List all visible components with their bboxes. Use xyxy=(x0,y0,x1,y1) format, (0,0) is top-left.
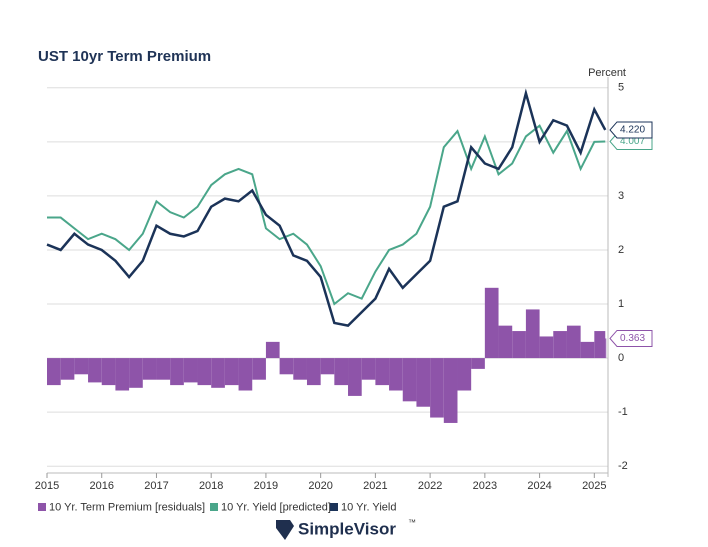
brand-name: SimpleVisor xyxy=(298,519,396,538)
residual-bar xyxy=(402,358,417,402)
residual-bar xyxy=(115,358,130,391)
x-tick-label: 2025 xyxy=(582,480,606,492)
residual-bar xyxy=(265,341,280,359)
residual-bar xyxy=(238,358,253,391)
residual-bar xyxy=(47,358,61,386)
legend-label: 10 Yr. Term Premium [residuals] xyxy=(49,501,205,513)
end-label: 4.220 xyxy=(620,125,645,136)
residual-bar xyxy=(183,358,198,383)
residual-bar xyxy=(101,358,116,386)
x-tick-label: 2023 xyxy=(473,480,497,492)
series-line xyxy=(46,88,607,328)
brand-icon xyxy=(276,520,294,540)
y-tick-label: 1 xyxy=(618,298,624,310)
residual-bar xyxy=(320,358,335,375)
y-tick-label: -1 xyxy=(618,406,628,418)
series xyxy=(46,88,607,328)
residual-bar xyxy=(74,358,89,375)
residual-bar xyxy=(471,358,485,369)
residual-bar xyxy=(498,325,513,359)
residual-bar xyxy=(443,358,458,423)
residual-bar xyxy=(348,358,362,396)
y-tick-label: 5 xyxy=(618,82,624,94)
residual-bar xyxy=(430,358,444,418)
residual-bar xyxy=(224,358,239,386)
legend-label: 10 Yr. Yield xyxy=(341,501,396,513)
residual-bar xyxy=(252,358,266,380)
y-tick-label: 0 xyxy=(618,352,624,364)
chart-title: UST 10yr Term Premium xyxy=(38,48,211,65)
residual-bar xyxy=(566,325,581,359)
legend-swatch xyxy=(330,503,338,511)
residual-bar xyxy=(88,358,102,383)
residual-bar xyxy=(156,358,171,380)
residual-bar xyxy=(293,358,307,380)
x-tick-label: 2019 xyxy=(254,480,278,492)
residual-bar xyxy=(361,358,376,380)
residual-bar xyxy=(279,358,294,375)
residual-bar xyxy=(375,358,390,386)
x-tick-label: 2021 xyxy=(363,480,387,492)
residual-bar xyxy=(580,341,595,359)
series xyxy=(47,287,607,423)
residual-bar xyxy=(334,358,349,386)
y-tick-label: 3 xyxy=(618,190,624,202)
y-axis-label: Percent xyxy=(588,67,626,79)
x-tick-label: 2016 xyxy=(89,480,113,492)
residual-bar xyxy=(525,309,540,359)
legend-label: 10 Yr. Yield [predicted] xyxy=(221,501,331,513)
brand-logo: SimpleVisor ™ xyxy=(276,518,416,540)
end-label: 0.363 xyxy=(620,333,645,344)
residual-bar xyxy=(484,287,499,359)
legend-swatch xyxy=(38,503,46,511)
residual-bar xyxy=(197,358,212,386)
residual-bar xyxy=(594,331,606,359)
series xyxy=(47,124,606,306)
residual-bar xyxy=(512,331,526,359)
x-tick-label: 2018 xyxy=(199,480,223,492)
residual-bar xyxy=(142,358,157,380)
x-tick-label: 2015 xyxy=(35,480,59,492)
x-tick-label: 2020 xyxy=(308,480,332,492)
residual-bar xyxy=(457,358,472,391)
residual-bar xyxy=(170,358,184,386)
end-label-box xyxy=(609,121,653,139)
x-tick-label: 2024 xyxy=(527,480,551,492)
end-label: 4.007 xyxy=(620,136,645,147)
residual-bar xyxy=(306,358,321,386)
residual-bar xyxy=(553,331,567,359)
series-line xyxy=(47,124,606,306)
residual-bar xyxy=(416,358,431,407)
residual-bar xyxy=(605,338,607,359)
brand-mark: ™ xyxy=(408,518,416,527)
end-label-box xyxy=(609,329,653,347)
residual-bar xyxy=(60,358,75,380)
y-tick-label: -2 xyxy=(618,460,628,472)
residual-bar xyxy=(211,358,225,388)
residual-bar xyxy=(539,336,554,359)
x-tick-label: 2022 xyxy=(418,480,442,492)
residual-bar xyxy=(129,358,143,388)
x-tick-label: 2017 xyxy=(144,480,168,492)
residual-bar xyxy=(389,358,403,391)
y-tick-label: 2 xyxy=(618,244,624,256)
legend-swatch xyxy=(210,503,218,511)
